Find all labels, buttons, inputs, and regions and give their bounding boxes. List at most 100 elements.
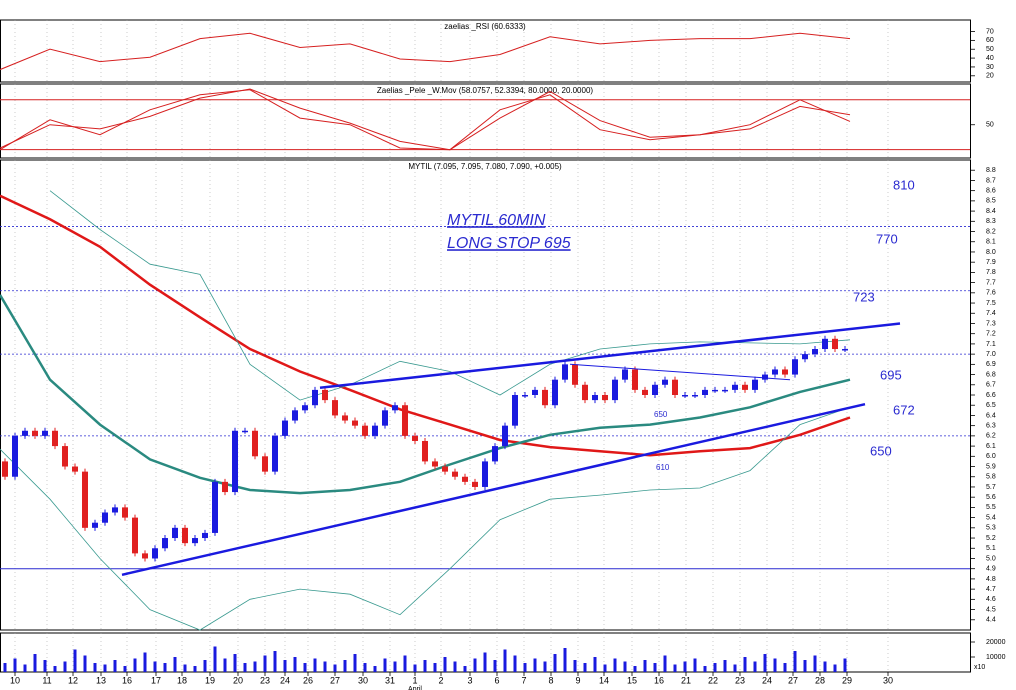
- panel-title: Zaelias _Pele _W.Mov (58.0757, 52.3394, …: [377, 86, 593, 95]
- candle-body: [322, 389, 328, 401]
- candle-body: [312, 389, 318, 406]
- candle-body: [252, 430, 258, 457]
- candle-body: [572, 364, 578, 385]
- candle-body: [812, 349, 818, 355]
- volume-bar: [843, 658, 847, 672]
- volume-bar: [173, 657, 177, 672]
- candle-body: [262, 456, 268, 472]
- volume-bar: [563, 648, 567, 672]
- candle-body: [832, 338, 838, 350]
- volume-bar: [3, 663, 7, 672]
- candle-body: [592, 395, 598, 401]
- line-series: [0, 406, 851, 631]
- x-tick-label: 27: [788, 675, 798, 685]
- candle-body: [382, 410, 388, 426]
- candle-body: [162, 538, 168, 549]
- volume-bar: [213, 646, 217, 672]
- volume-bar: [713, 663, 717, 672]
- volume-bar: [163, 663, 167, 672]
- candle-body: [182, 527, 188, 544]
- candle-body: [522, 395, 528, 397]
- line-series: [0, 89, 851, 151]
- candle-body: [542, 389, 548, 406]
- volume-bar: [793, 651, 797, 672]
- y-tick-label: 8.4: [986, 208, 996, 215]
- x-tick-label: 30: [358, 675, 368, 685]
- y-tick-label: 7.2: [986, 331, 996, 338]
- volume-bar: [733, 664, 737, 672]
- x-tick-label: 31: [385, 675, 395, 685]
- volume-bar: [203, 660, 207, 672]
- candle-body: [142, 553, 148, 559]
- panel-title: zaelias _RSI (60.6333): [444, 22, 526, 31]
- candle-body: [32, 430, 38, 436]
- y-tick-label: 4.8: [986, 576, 996, 583]
- volume-bar: [313, 658, 317, 672]
- y-tick-label: 8.2: [986, 228, 996, 235]
- volume-bar: [513, 655, 517, 672]
- candle-body: [442, 466, 448, 472]
- volume-bar: [533, 658, 537, 672]
- candle-body: [672, 379, 678, 395]
- volume-bar: [693, 658, 697, 672]
- annotation: 723: [853, 289, 875, 304]
- y-tick-label: 5.3: [986, 525, 996, 532]
- candle-body: [412, 435, 418, 441]
- x-tick-label: 15: [627, 675, 637, 685]
- volume-bar: [293, 657, 297, 672]
- volume-bar: [33, 654, 37, 672]
- volume-bar: [143, 652, 147, 672]
- y-tick-label: 7.3: [986, 320, 996, 327]
- candle-body: [472, 481, 478, 487]
- candle-body: [662, 379, 668, 385]
- x-tick-label: 26: [303, 675, 313, 685]
- y-tick-label: 5.8: [986, 474, 996, 481]
- candle-body: [702, 389, 708, 395]
- annotation: 695: [880, 367, 902, 382]
- candle-body: [42, 430, 48, 436]
- annotation: 610: [656, 463, 670, 472]
- candle-body: [52, 430, 58, 447]
- y-tick-label: 5.6: [986, 494, 996, 501]
- trend-line: [569, 363, 791, 381]
- panel-frame: [0, 19, 971, 83]
- volume-bar: [113, 660, 117, 672]
- candle-body: [532, 389, 538, 395]
- volume-bar: [603, 664, 607, 672]
- volume-bar: [573, 660, 577, 672]
- y-tick-label: 7.0: [986, 351, 996, 358]
- candle-body: [792, 359, 798, 375]
- y-tick-label: 8.5: [986, 198, 996, 205]
- volume-bar: [783, 663, 787, 672]
- x-tick-label: 29: [842, 675, 852, 685]
- x-tick-label: 8: [548, 675, 553, 685]
- volume-bar: [273, 651, 277, 672]
- y-tick-label: 5.1: [986, 545, 996, 552]
- volume-bar: [753, 661, 757, 672]
- y-tick-label: 5.4: [986, 514, 996, 521]
- candle-body: [552, 379, 558, 406]
- candle-body: [742, 384, 748, 390]
- trend-line: [319, 322, 901, 390]
- volume-bar: [193, 666, 197, 672]
- volume-bar: [813, 655, 817, 672]
- unit-label: x10: [974, 664, 985, 671]
- y-tick-label: 8.1: [986, 239, 996, 246]
- candle-body: [432, 461, 438, 467]
- volume-bar: [473, 658, 477, 672]
- panel: 70 60 50 40 30 20 zaelias _RSI (60.6333): [0, 19, 994, 83]
- candle-body: [302, 405, 308, 411]
- volume-bar: [803, 660, 807, 672]
- candle-body: [512, 395, 518, 426]
- candle-body: [712, 389, 718, 392]
- volume-bar: [673, 664, 677, 672]
- volume-bar: [523, 663, 527, 672]
- candle-body: [642, 389, 648, 395]
- panel: 8.8 8.7 8.6 8.5 8.4 8.3 8.2 8.1 8.0 7.9 7.8 7.7 7.6 7…: [0, 159, 996, 631]
- volume-bar: [503, 649, 507, 672]
- x-tick-label: 23: [735, 675, 745, 685]
- candle-body: [202, 532, 208, 539]
- volume-bar: [83, 655, 87, 672]
- line-series: [0, 32, 851, 71]
